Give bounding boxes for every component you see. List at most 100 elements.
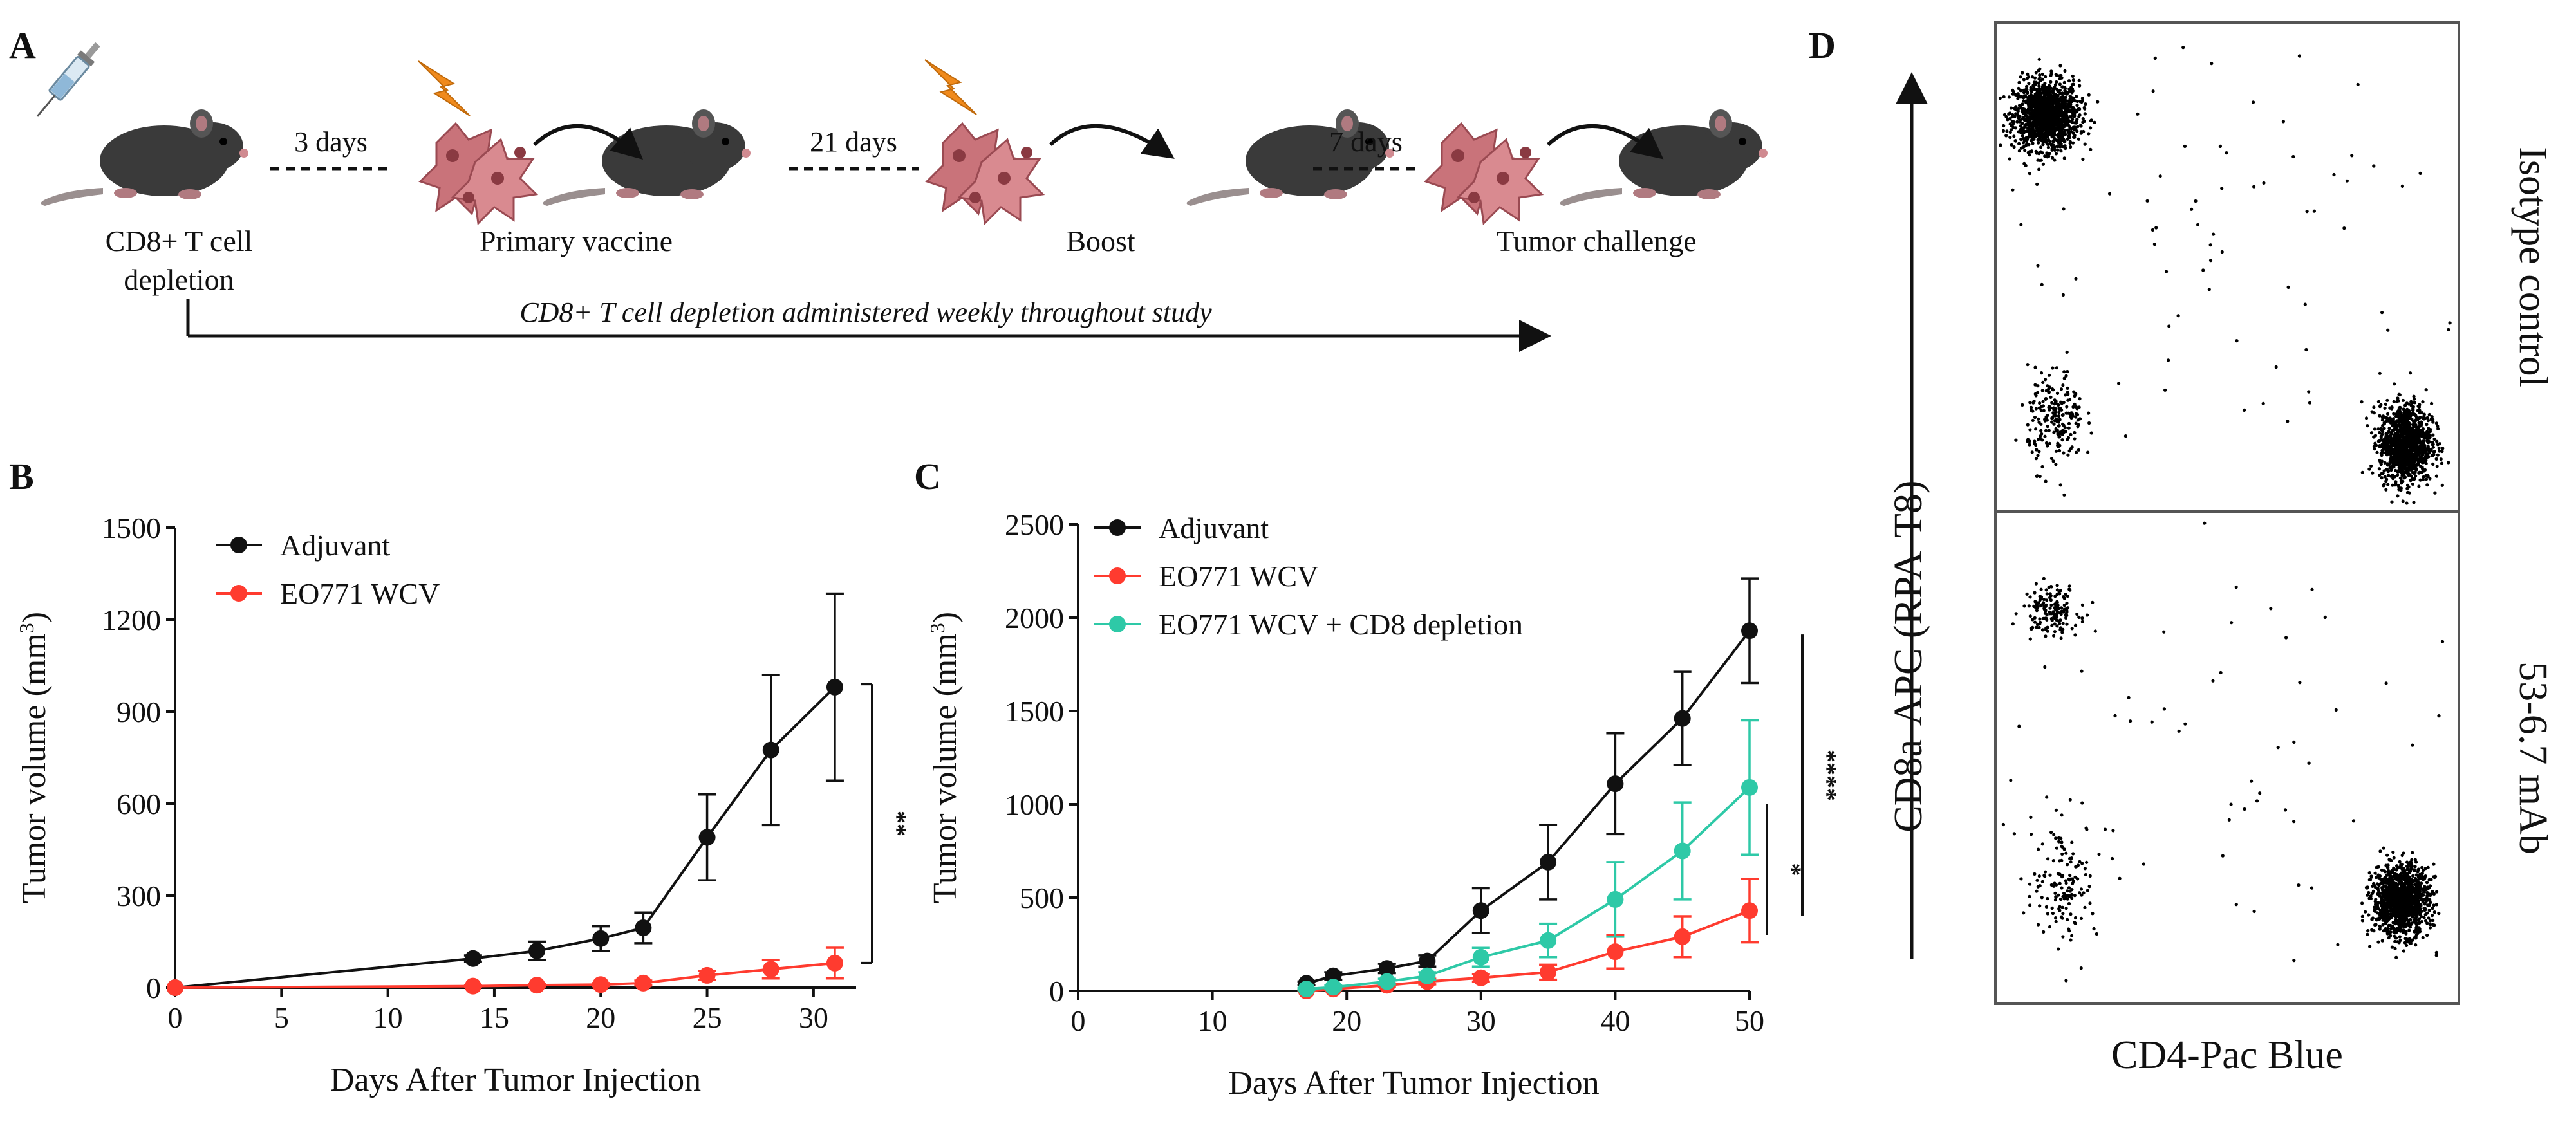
flow-event — [2400, 445, 2403, 448]
flow-event — [2070, 888, 2074, 892]
flow-event — [2053, 148, 2057, 152]
flow-event — [2407, 918, 2411, 922]
flow-event — [2305, 210, 2309, 214]
flow-event — [2417, 471, 2421, 475]
flow-event — [2360, 914, 2364, 918]
flow-event — [2061, 103, 2065, 107]
flow-event — [2049, 100, 2053, 104]
flow-event — [2382, 894, 2385, 898]
flow-event — [2060, 631, 2064, 634]
flow-event — [2411, 401, 2414, 405]
flow-event — [2414, 474, 2418, 478]
flow-event — [2408, 897, 2412, 901]
flow-event — [2074, 421, 2078, 425]
flow-event — [2057, 414, 2061, 418]
flow-event — [2431, 443, 2435, 447]
flow-event — [2069, 447, 2073, 451]
flow-event — [2063, 69, 2067, 73]
flow-event — [2056, 145, 2060, 149]
flow-event — [2049, 603, 2053, 607]
flow-event — [2162, 707, 2166, 711]
flow-event — [2042, 930, 2046, 934]
flow-event — [2429, 428, 2432, 432]
flow-event — [2385, 893, 2389, 897]
flow-event — [2413, 465, 2417, 469]
flow-event — [2398, 926, 2402, 930]
flow-event — [2065, 350, 2069, 355]
flow-event — [2028, 94, 2031, 98]
flow-event — [2437, 911, 2441, 916]
flow-event — [2053, 398, 2057, 402]
flow-event — [2033, 591, 2037, 595]
flow-event — [2045, 141, 2049, 145]
cells-icon — [418, 122, 539, 226]
flow-event — [2062, 891, 2066, 896]
flow-event — [2029, 111, 2033, 115]
legend-label: Adjuvant — [1159, 512, 1269, 544]
x-tick-label: 50 — [1735, 1004, 1764, 1037]
flow-event — [2153, 56, 2157, 60]
flow-event — [2404, 427, 2408, 430]
flow-event — [2087, 421, 2091, 425]
flow-event — [2030, 75, 2035, 79]
flow-event — [2033, 102, 2037, 106]
legend-marker — [1109, 567, 1126, 584]
flow-event — [2077, 78, 2081, 82]
flow-event — [2425, 921, 2429, 925]
flow-event — [2062, 604, 2066, 607]
flow-event — [2438, 449, 2441, 453]
flow-event — [2046, 857, 2050, 861]
flow-event — [2058, 122, 2062, 126]
flow-event — [2075, 450, 2078, 454]
flow-event — [2385, 398, 2389, 402]
flow-event — [2397, 423, 2401, 427]
y-tick-label: 900 — [117, 696, 161, 728]
population-dn — [2014, 350, 2093, 497]
flow-event — [2069, 877, 2073, 881]
flow-event — [2076, 877, 2080, 881]
flow-event — [2227, 818, 2231, 822]
flow-event — [2392, 412, 2396, 416]
flow-event — [2038, 73, 2042, 77]
flow-event — [2078, 860, 2082, 863]
flow-event — [2422, 916, 2426, 919]
flow-event — [2400, 417, 2404, 421]
flow-event — [2405, 501, 2409, 505]
flow-event — [2035, 889, 2039, 893]
flow-event — [2054, 919, 2058, 923]
flow-event — [2027, 134, 2031, 138]
flow-event — [2051, 96, 2055, 100]
flow-event — [2009, 106, 2013, 110]
flow-event — [2405, 448, 2409, 452]
flow-event — [2036, 264, 2040, 268]
flow-event — [2395, 450, 2399, 454]
flow-event — [2063, 128, 2067, 132]
flow-event — [2052, 833, 2056, 836]
panel-label-b: B — [9, 456, 34, 497]
flow-event — [2040, 91, 2044, 95]
flow-event — [2413, 920, 2416, 924]
flow-event — [2391, 483, 2394, 487]
flow-event — [2298, 681, 2302, 685]
flow-event — [2053, 83, 2058, 87]
flow-event — [2033, 365, 2037, 369]
data-point-wcv — [826, 954, 843, 972]
flow-event — [2028, 401, 2032, 405]
flow-event — [2017, 80, 2021, 84]
panel-a-timeline: 3 days 21 days 7 days CD8+ T cell deplet… — [36, 42, 1768, 352]
flow-event — [2037, 847, 2040, 851]
flow-event — [2219, 670, 2223, 675]
flow-event — [2045, 133, 2049, 137]
flow-event — [2413, 477, 2416, 481]
flow-event — [2060, 432, 2064, 437]
x-tick-label: 40 — [1600, 1004, 1630, 1037]
flow-event — [2073, 894, 2077, 898]
flow-event — [2046, 104, 2050, 108]
flow-event — [2092, 927, 2096, 931]
flow-event — [2030, 149, 2033, 153]
flow-event — [2411, 458, 2415, 462]
flow-event — [2038, 622, 2042, 626]
flow-event — [2181, 46, 2185, 50]
flow-event — [2058, 589, 2062, 593]
flow-event — [2391, 869, 2394, 872]
